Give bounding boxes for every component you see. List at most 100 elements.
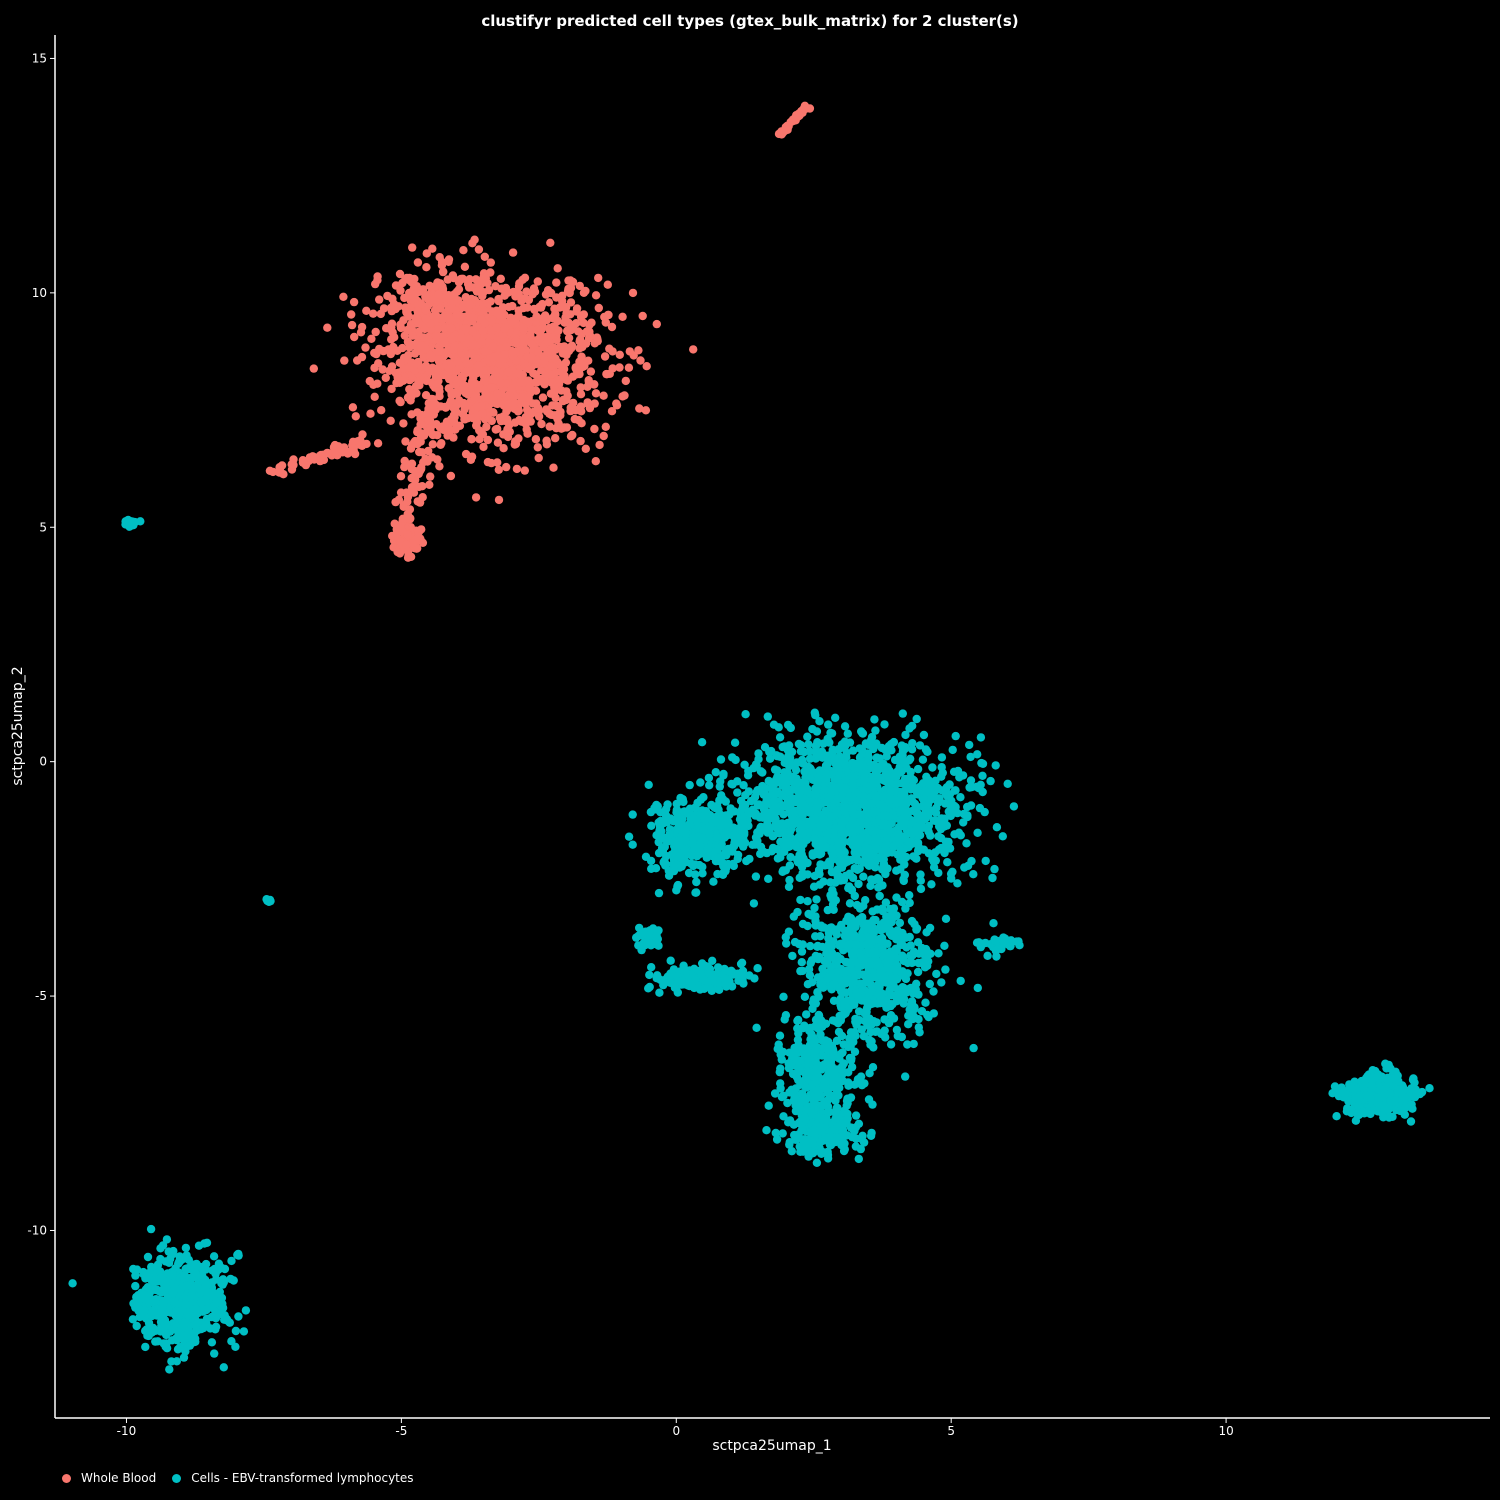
data-point: [821, 806, 830, 815]
data-point: [880, 973, 890, 982]
data-point: [805, 754, 815, 763]
data-point: [818, 1063, 827, 1072]
data-point: [827, 923, 836, 932]
data-point: [696, 841, 705, 851]
data-point: [882, 963, 891, 972]
data-point: [869, 808, 878, 818]
data-point: [733, 854, 742, 864]
data-point: [587, 318, 596, 327]
data-point: [872, 754, 882, 763]
data-point: [941, 965, 950, 974]
data-point: [421, 292, 430, 301]
data-point: [818, 942, 827, 952]
data-point: [373, 439, 383, 448]
data-point: [581, 286, 590, 296]
data-point: [826, 1141, 836, 1150]
data-point: [851, 922, 860, 932]
data-point: [751, 833, 761, 842]
data-point: [904, 1019, 913, 1029]
data-point: [471, 275, 481, 284]
data-point: [502, 462, 511, 472]
data-point: [937, 753, 947, 762]
data-point: [450, 341, 459, 350]
data-point: [460, 415, 469, 424]
data-point: [978, 771, 987, 780]
data-point: [618, 392, 627, 401]
data-point: [858, 979, 868, 989]
data-point: [767, 782, 777, 792]
data-point: [531, 378, 540, 387]
data-point: [775, 1031, 785, 1040]
data-point: [522, 317, 532, 326]
data-point: [784, 756, 793, 765]
data-point: [652, 319, 661, 329]
data-point: [806, 1067, 815, 1077]
data-point: [909, 947, 919, 956]
data-point: [981, 856, 990, 866]
data-point: [468, 378, 477, 388]
data-point: [413, 258, 423, 267]
data-point: [704, 773, 714, 783]
data-point: [435, 423, 445, 432]
data-point: [317, 453, 326, 462]
data-point: [901, 1072, 910, 1081]
data-point: [554, 360, 564, 369]
data-point: [709, 877, 718, 886]
data-point: [850, 835, 859, 844]
data-point: [340, 356, 349, 365]
data-point: [508, 348, 517, 357]
chart-title: clustifyr predicted cell types (gtex_bul…: [481, 12, 1019, 30]
data-point: [839, 999, 848, 1009]
data-point: [566, 406, 575, 416]
data-point: [914, 958, 923, 968]
data-point: [865, 1069, 874, 1078]
data-point: [794, 739, 804, 749]
data-point: [850, 821, 860, 830]
data-point: [527, 325, 537, 335]
data-point: [594, 273, 603, 283]
data-point: [419, 363, 429, 372]
data-point: [796, 895, 805, 905]
data-point: [854, 879, 863, 889]
data-point: [425, 480, 434, 489]
data-point: [847, 1062, 857, 1072]
data-point: [477, 315, 486, 324]
data-point: [927, 880, 936, 889]
data-point: [730, 738, 740, 747]
data-point: [803, 980, 813, 989]
data-point: [560, 423, 569, 432]
data-point: [857, 933, 866, 942]
data-point: [396, 397, 405, 407]
series-whole-blood: [265, 101, 815, 562]
data-point: [851, 1017, 860, 1026]
data-point: [929, 857, 938, 866]
data-point: [720, 831, 729, 840]
data-point: [815, 850, 824, 859]
data-point: [425, 350, 435, 359]
data-point: [816, 1030, 825, 1039]
data-point: [806, 941, 815, 951]
data-point: [973, 828, 982, 837]
data-point: [877, 924, 886, 933]
data-point: [918, 755, 928, 764]
data-point: [812, 895, 821, 904]
data-point: [378, 365, 387, 374]
data-point: [835, 941, 844, 950]
data-point: [646, 856, 656, 866]
data-point: [834, 848, 844, 857]
data-point: [943, 791, 952, 800]
data-point: [594, 303, 603, 313]
data-point: [527, 409, 536, 419]
data-point: [534, 412, 544, 421]
data-point: [472, 354, 481, 363]
data-point: [551, 434, 560, 443]
data-point: [398, 278, 407, 288]
data-point: [812, 798, 822, 807]
data-point: [840, 859, 849, 868]
data-point: [697, 738, 707, 747]
data-point: [926, 831, 935, 840]
data-point: [621, 376, 630, 386]
data-point: [811, 1046, 820, 1055]
data-point: [366, 409, 375, 418]
